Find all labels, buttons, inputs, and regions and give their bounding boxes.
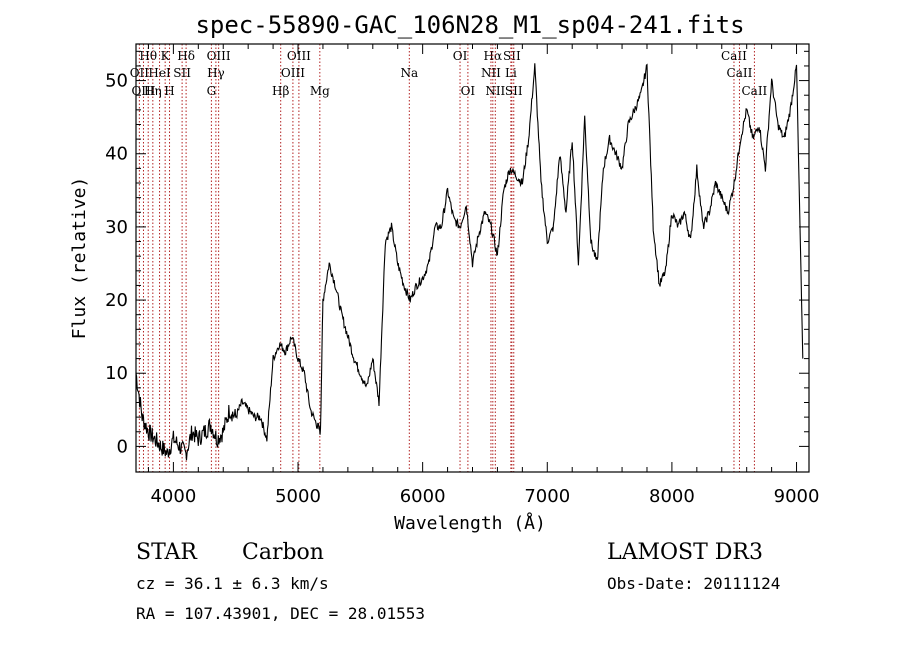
survey-name: LAMOST DR3 [607,540,763,565]
line-marker-label: SII [503,49,521,63]
line-marker-label: OI [461,84,476,98]
plot-frame [135,43,810,473]
y-tick-label: 50 [105,71,128,92]
line-marker-label: OIII [207,49,231,63]
x-axis-label: Wavelength (Å) [394,512,546,534]
line-marker-label: SII [173,66,191,80]
x-tick-label: 6000 [400,486,446,507]
line-marker-label: CaII [721,49,747,63]
line-marker-label: OIII [281,66,305,80]
line-marker-label: CaII [741,84,767,98]
line-marker-label: Hδ [177,49,195,63]
y-tick-label: 10 [105,363,128,384]
emission-line-markers: Hθ OII OIII K HeI Hη SII H Hδ OIII Hγ G Hβ OIII OIII Mg… [130,44,768,472]
line-marker-label: NII [481,66,501,80]
line-marker-label: Hθ [139,49,157,63]
line-marker-label: Na [400,66,418,80]
x-tick-label: 7000 [524,486,570,507]
line-marker-label: G [207,84,217,98]
x-tick-label: 9000 [774,486,820,507]
y-tick-label: 40 [105,144,128,165]
spectrum-layer [135,63,804,461]
line-marker-label: OIII [131,84,155,98]
y-axis-label: Flux (relative) [69,177,90,340]
x-tick-label: 5000 [275,486,321,507]
obs-date: Obs-Date: 20111124 [607,574,780,593]
line-marker-label: CaII [727,66,753,80]
redshift-readout: cz = 36.1 ± 6.3 km/s [136,574,329,593]
coordinates: RA = 107.43901, DEC = 28.01553 [136,604,425,623]
y-tick-label: 30 [105,217,128,238]
line-marker-label: Mg [310,84,330,98]
chart-title: spec-55890-GAC_106N28_M1_sp04-241.fits [195,11,744,39]
object-subclass: Carbon [242,540,324,565]
line-marker-label: SII [505,84,523,98]
line-marker-label: NII [485,84,505,98]
axis-ticks: 4000 5000 6000 7000 8000 9000 0 10 20 30 40 50 [105,44,819,507]
y-tick-label: 20 [105,290,128,311]
object-class: STAR [136,540,198,565]
line-marker-label: Hα [484,49,503,63]
line-marker-label: OIII [287,49,311,63]
y-tick-label: 0 [117,436,128,457]
line-marker-label: K [161,49,171,63]
line-marker-label: OI [453,49,468,63]
x-tick-label: 4000 [150,486,196,507]
spectrum-line [135,63,804,461]
line-marker-label: Hβ [272,84,289,98]
line-marker-label: Hγ [207,66,225,80]
x-tick-label: 8000 [649,486,695,507]
line-marker-label: OII [130,66,150,80]
line-marker-label: Hη [144,84,162,98]
line-marker-label: H [164,84,174,98]
line-marker-label: Li [505,66,517,80]
line-marker-label: HeI [148,66,171,80]
